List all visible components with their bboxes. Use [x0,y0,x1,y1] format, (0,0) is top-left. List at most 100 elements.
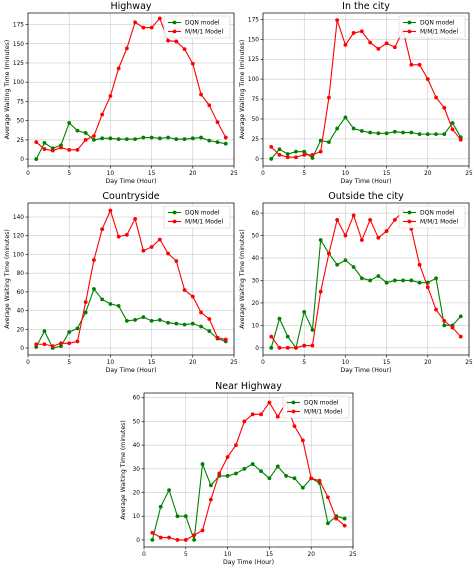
chart-1: 0 5 10 15 20 25 0 25 50 75 100 125 150 175 Highway Day … [4,1,238,185]
data-point [223,337,228,342]
legend-label: DQN model [420,210,455,217]
chart-5: 0 5 10 15 20 25 0 10 20 30 40 50 60 Near Highway Day T… [120,381,357,566]
data-point [167,535,171,540]
data-point [92,134,96,138]
data-point [190,321,195,326]
y-tick-label: 140 [13,215,24,221]
data-point [310,156,315,160]
x-tick-label: 25 [230,360,238,366]
x-axis-label: Day Time (Hour) [340,178,391,185]
x-axis-label: Day Time (Hour) [223,559,274,566]
data-point [42,342,47,347]
data-point [75,147,80,152]
data-point [250,462,255,466]
y-tick-label: 175 [13,23,24,29]
data-point [133,217,138,221]
data-point [59,341,63,346]
legend-frame [398,15,466,39]
data-point [442,318,447,323]
data-point [294,149,298,154]
data-point [351,126,356,131]
data-point [259,412,263,417]
data-point [327,95,331,100]
y-tick-label: 25 [252,137,260,143]
data-point [83,137,88,142]
legend-label: M/M/1 Model [185,219,223,226]
chart-title: Highway [110,1,151,12]
data-point [157,136,162,141]
y-tick-label: 25 [17,138,25,144]
data-point [284,474,289,478]
data-point [275,464,280,469]
data-point [317,478,322,483]
data-point [376,274,381,278]
data-point [294,155,298,160]
data-point [208,497,213,502]
data-point [269,334,274,339]
data-point [183,537,188,542]
y-tick-label: 40 [17,309,25,315]
data-point [199,135,203,140]
data-point [343,233,348,238]
data-point [207,103,212,108]
data-point [108,94,113,98]
data-point [183,514,188,519]
x-tick-label: 20 [424,360,432,366]
data-point [285,152,290,156]
series-line-1 [270,116,462,160]
y-tick-label: 0 [255,346,259,352]
data-point [267,476,272,481]
x-tick-label: 10 [107,171,115,177]
data-point [199,310,203,315]
x-tick-label: 15 [266,552,274,558]
data-point [92,258,96,262]
x-tick-label: 10 [224,552,232,558]
data-point [450,127,455,132]
y-tick-label: 60 [252,211,260,217]
y-axis-label: Average Waiting Time (minutes) [120,420,127,520]
legend-marker [172,210,177,215]
y-tick-label: 20 [17,327,25,333]
data-point [157,237,162,242]
legend-marker [407,210,412,215]
y-tick-label: 50 [17,119,25,125]
data-point [166,135,170,140]
legend: DQN model M/M/1 Model [163,15,231,39]
data-point [174,39,179,44]
x-tick-label: 20 [189,360,197,366]
data-point [277,316,282,321]
y-axis-label: Average Waiting Time (minutes) [239,40,246,140]
x-tick-label: 25 [465,171,473,177]
x-axis-label: Day Time (Hour) [105,178,156,185]
data-point [434,132,438,137]
y-tick-label: 40 [252,256,260,262]
x-tick-label: 10 [342,360,350,366]
data-point [242,466,247,471]
data-point [302,149,307,154]
data-point [409,278,414,283]
data-point [292,476,297,481]
data-point [42,147,47,151]
data-point [368,278,373,283]
data-point [166,320,170,325]
data-point [75,326,80,331]
data-point [450,121,455,125]
x-tick-label: 10 [342,171,350,177]
y-tick-label: 10 [252,323,260,329]
data-point [392,129,397,134]
data-point [133,137,138,141]
y-tick-label: 20 [252,301,260,307]
data-point [75,128,80,133]
data-point [116,137,121,141]
data-point [199,92,203,97]
data-point [50,148,55,153]
data-point [269,144,274,149]
data-point [302,343,307,348]
data-point [133,20,138,25]
data-point [285,155,290,160]
data-point [149,318,154,323]
data-point [67,330,72,334]
chart-2: 0 5 10 15 20 25 0 25 50 75 100 125 150 175 In the city… [239,1,473,185]
y-tick-label: 120 [13,234,24,240]
